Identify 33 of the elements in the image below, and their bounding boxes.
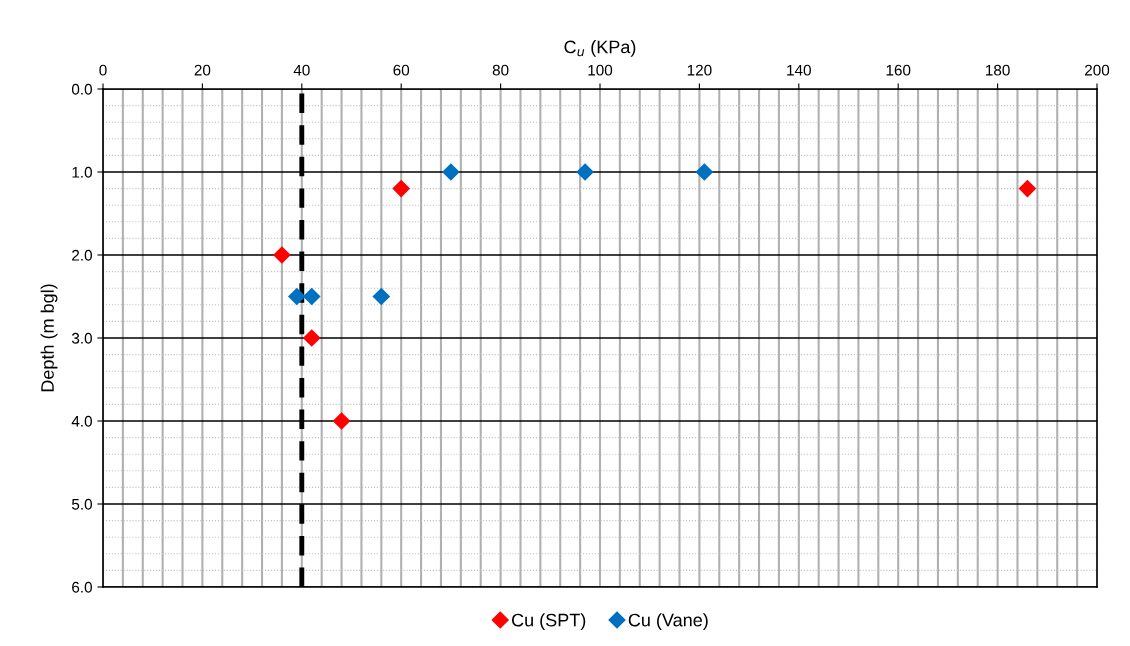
legend-label: Cu (SPT) <box>511 613 586 631</box>
point <box>695 163 713 181</box>
legend-label: Cu (Vane) <box>628 613 708 631</box>
point <box>372 287 390 306</box>
point <box>1018 180 1036 198</box>
x-tick-label: 140 <box>787 64 811 76</box>
point <box>333 412 351 430</box>
x-tick-label: 100 <box>588 64 613 76</box>
x-tick-label: 40 <box>293 64 310 76</box>
y-tick-label: 3.0 <box>71 332 92 344</box>
point <box>273 246 291 264</box>
x-tick-label: 160 <box>886 64 911 76</box>
y-tick-label: 2.0 <box>72 249 92 261</box>
point <box>576 163 594 181</box>
point <box>288 287 306 306</box>
x-tick-label: 60 <box>393 64 410 76</box>
point <box>442 163 460 181</box>
y-tick-label: 4.0 <box>71 415 92 427</box>
x-tick-label: 200 <box>1085 64 1110 76</box>
x-tick-label: 120 <box>687 64 712 76</box>
x-tick-label: 80 <box>492 64 509 76</box>
point <box>303 329 321 347</box>
y-tick-label: 1.0 <box>72 166 92 178</box>
point <box>303 287 321 306</box>
x-axis-title: C$_{u}$ (KPa) <box>564 40 636 57</box>
x-tick-label: 0 <box>99 64 107 76</box>
y-axis-title: Depth (m bgl) <box>40 284 58 392</box>
x-tick-label: 180 <box>986 64 1010 76</box>
y-tick-label: 6.0 <box>72 581 92 593</box>
point <box>392 180 410 198</box>
x-tick-label: 20 <box>194 64 211 76</box>
y-tick-label: 0.0 <box>71 83 92 95</box>
y-tick-label: 5.0 <box>71 498 92 510</box>
